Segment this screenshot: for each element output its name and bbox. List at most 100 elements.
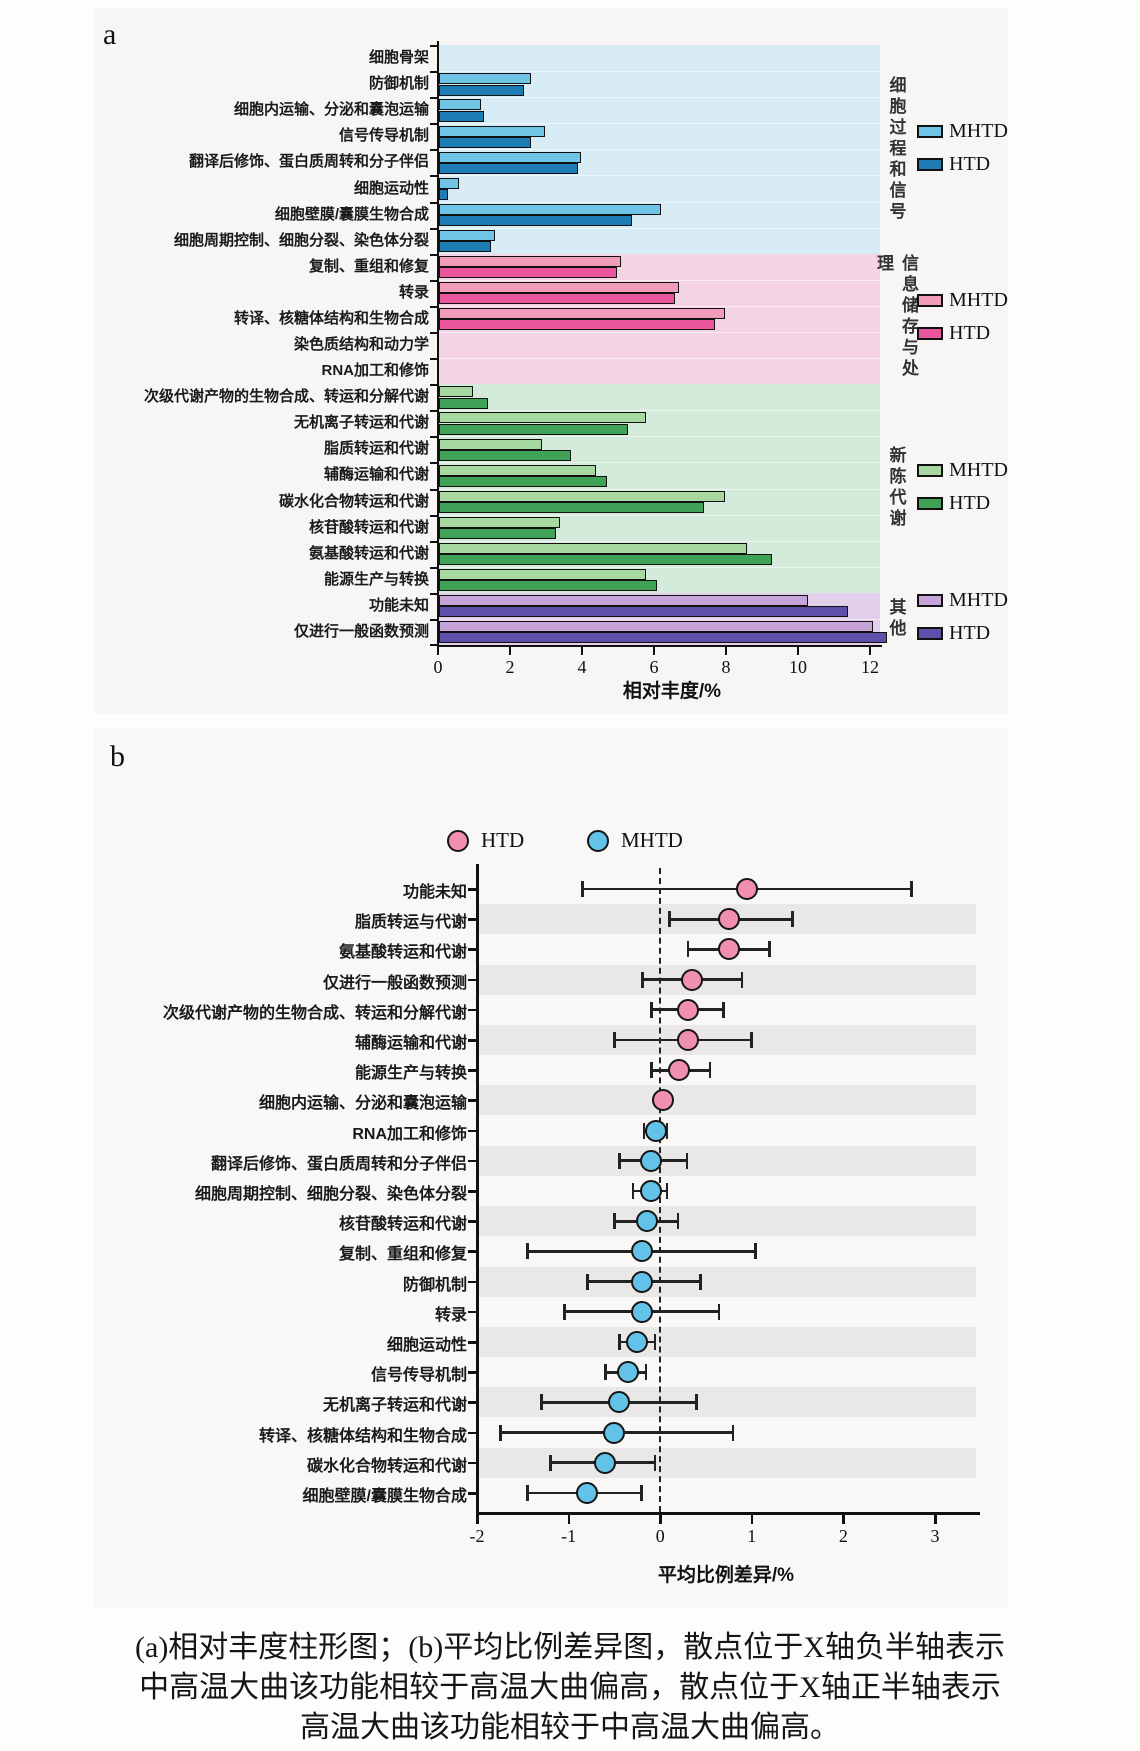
error-bar-cap bbox=[740, 971, 744, 988]
figure-caption: (a)相对丰度柱形图；(b)平均比例差异图，散点位于X轴负半轴表示 中高温大曲该… bbox=[0, 1628, 1140, 1748]
legend-swatch-icon bbox=[917, 294, 943, 308]
bar-mhtd bbox=[439, 412, 647, 424]
data-point bbox=[717, 908, 740, 931]
y-axis-tick bbox=[430, 540, 438, 543]
row-stripe bbox=[478, 1206, 976, 1237]
bar-mhtd bbox=[439, 386, 474, 398]
y-axis-tick bbox=[430, 436, 438, 439]
category-label: 辅酶运输和代谢 bbox=[323, 466, 429, 484]
legend-entry: HTD bbox=[917, 321, 990, 347]
y-axis-tick bbox=[430, 332, 438, 334]
x-axis-tick bbox=[659, 1514, 662, 1524]
row-separator bbox=[439, 227, 880, 229]
x-axis-tick bbox=[509, 647, 511, 655]
bar-mhtd bbox=[439, 99, 481, 111]
category-label: 细胞内运输、分泌和囊泡运输 bbox=[233, 101, 429, 119]
bar-htd bbox=[439, 606, 848, 618]
legend-swatch-icon bbox=[917, 464, 943, 477]
x-axis-line bbox=[476, 1512, 980, 1515]
bar-mhtd bbox=[439, 282, 679, 293]
legend-label: MHTD bbox=[949, 459, 1008, 481]
bar-mhtd bbox=[439, 308, 726, 320]
data-point bbox=[717, 938, 740, 961]
x-axis-tick bbox=[842, 1514, 845, 1524]
bar-mhtd bbox=[439, 542, 747, 554]
error-bar-cap bbox=[639, 1485, 643, 1501]
y-axis-tick bbox=[430, 71, 438, 74]
category-label: 转译、核糖体结构和生物合成 bbox=[258, 1427, 467, 1445]
bar-htd bbox=[439, 293, 675, 305]
data-point bbox=[630, 1240, 653, 1263]
bar-htd bbox=[439, 84, 524, 96]
category-label: 无机离子转运和代谢 bbox=[322, 1397, 467, 1415]
row-separator bbox=[439, 305, 880, 307]
x-tick-label: 0 bbox=[655, 1526, 665, 1546]
category-label: 次级代谢产物的生物合成、转运和分解代谢 bbox=[143, 388, 429, 406]
error-bar-cap bbox=[604, 1364, 607, 1381]
x-tick-label: -2 bbox=[469, 1526, 485, 1546]
data-point bbox=[676, 1029, 699, 1051]
x-axis-tick bbox=[934, 1514, 937, 1524]
legend-swatch-icon bbox=[917, 497, 943, 510]
y-axis-tick bbox=[430, 97, 438, 100]
panel-b-x-axis-title: 平均比例差异/% bbox=[657, 1565, 795, 1586]
row-separator bbox=[439, 358, 880, 359]
row-stripe bbox=[478, 1145, 976, 1176]
error-bar-cap bbox=[791, 911, 794, 928]
y-axis-tick bbox=[468, 918, 477, 921]
category-label: RNA加工和修饰 bbox=[321, 362, 430, 380]
data-point bbox=[608, 1391, 630, 1414]
error-bar-cap bbox=[676, 1213, 680, 1230]
error-bar-cap bbox=[640, 971, 644, 988]
legend-label: MHTD bbox=[949, 289, 1008, 312]
legend-label: MHTD bbox=[621, 828, 683, 852]
y-axis-tick bbox=[430, 279, 438, 282]
caption-line: (a)相对丰度柱形图；(b)平均比例差异图，散点位于X轴负半轴表示 bbox=[135, 1631, 1005, 1664]
data-point bbox=[594, 1451, 617, 1474]
data-point bbox=[676, 998, 699, 1021]
category-label: 转录 bbox=[434, 1306, 467, 1324]
legend-swatch-icon bbox=[917, 594, 943, 608]
x-axis-tick bbox=[750, 1514, 754, 1524]
x-axis-tick bbox=[567, 1514, 571, 1524]
error-bar-cap bbox=[618, 1152, 621, 1169]
y-axis-tick bbox=[430, 149, 438, 152]
bar-htd bbox=[439, 475, 607, 487]
row-separator bbox=[439, 436, 880, 438]
x-tick-label: 8 bbox=[721, 657, 731, 677]
y-axis-tick bbox=[430, 123, 438, 126]
legend-label: HTD bbox=[949, 492, 991, 514]
row-separator bbox=[439, 566, 880, 568]
bar-mhtd bbox=[439, 464, 596, 476]
legend-label: HTD bbox=[949, 622, 991, 645]
y-axis-tick bbox=[430, 514, 438, 517]
bar-htd bbox=[439, 632, 888, 644]
row-separator bbox=[439, 514, 880, 516]
legend-label: HTD bbox=[949, 152, 991, 175]
category-label: 细胞壁膜/囊膜生物合成 bbox=[274, 205, 429, 223]
category-label: 脂质转运与代谢 bbox=[354, 914, 467, 932]
x-axis-tick bbox=[437, 647, 439, 655]
x-axis-tick bbox=[869, 647, 871, 655]
error-bar-cap bbox=[668, 911, 672, 928]
legend-swatch-icon bbox=[917, 327, 943, 341]
legend-swatch-icon bbox=[917, 627, 943, 641]
bar-htd bbox=[439, 188, 449, 200]
category-label: 无机离子转运和代谢 bbox=[293, 414, 429, 432]
category-label: 氨基酸转运和代谢 bbox=[338, 944, 467, 962]
bar-mhtd bbox=[439, 621, 873, 633]
error-bar-cap bbox=[749, 1032, 753, 1048]
row-separator bbox=[439, 540, 880, 542]
category-label: 细胞运动性 bbox=[386, 1337, 467, 1354]
error-bar-cap bbox=[549, 1454, 553, 1471]
bar-mhtd bbox=[439, 490, 726, 502]
y-axis-tick bbox=[430, 618, 438, 621]
data-point bbox=[667, 1059, 690, 1082]
category-label: 复制、重组和修复 bbox=[338, 1246, 467, 1264]
y-axis-tick bbox=[430, 644, 438, 646]
data-point bbox=[626, 1331, 649, 1353]
category-label: RNA加工和修饰 bbox=[352, 1125, 467, 1143]
row-separator bbox=[439, 175, 880, 177]
category-label: 信号传导机制 bbox=[338, 127, 429, 145]
error-bar-cap bbox=[526, 1243, 530, 1260]
